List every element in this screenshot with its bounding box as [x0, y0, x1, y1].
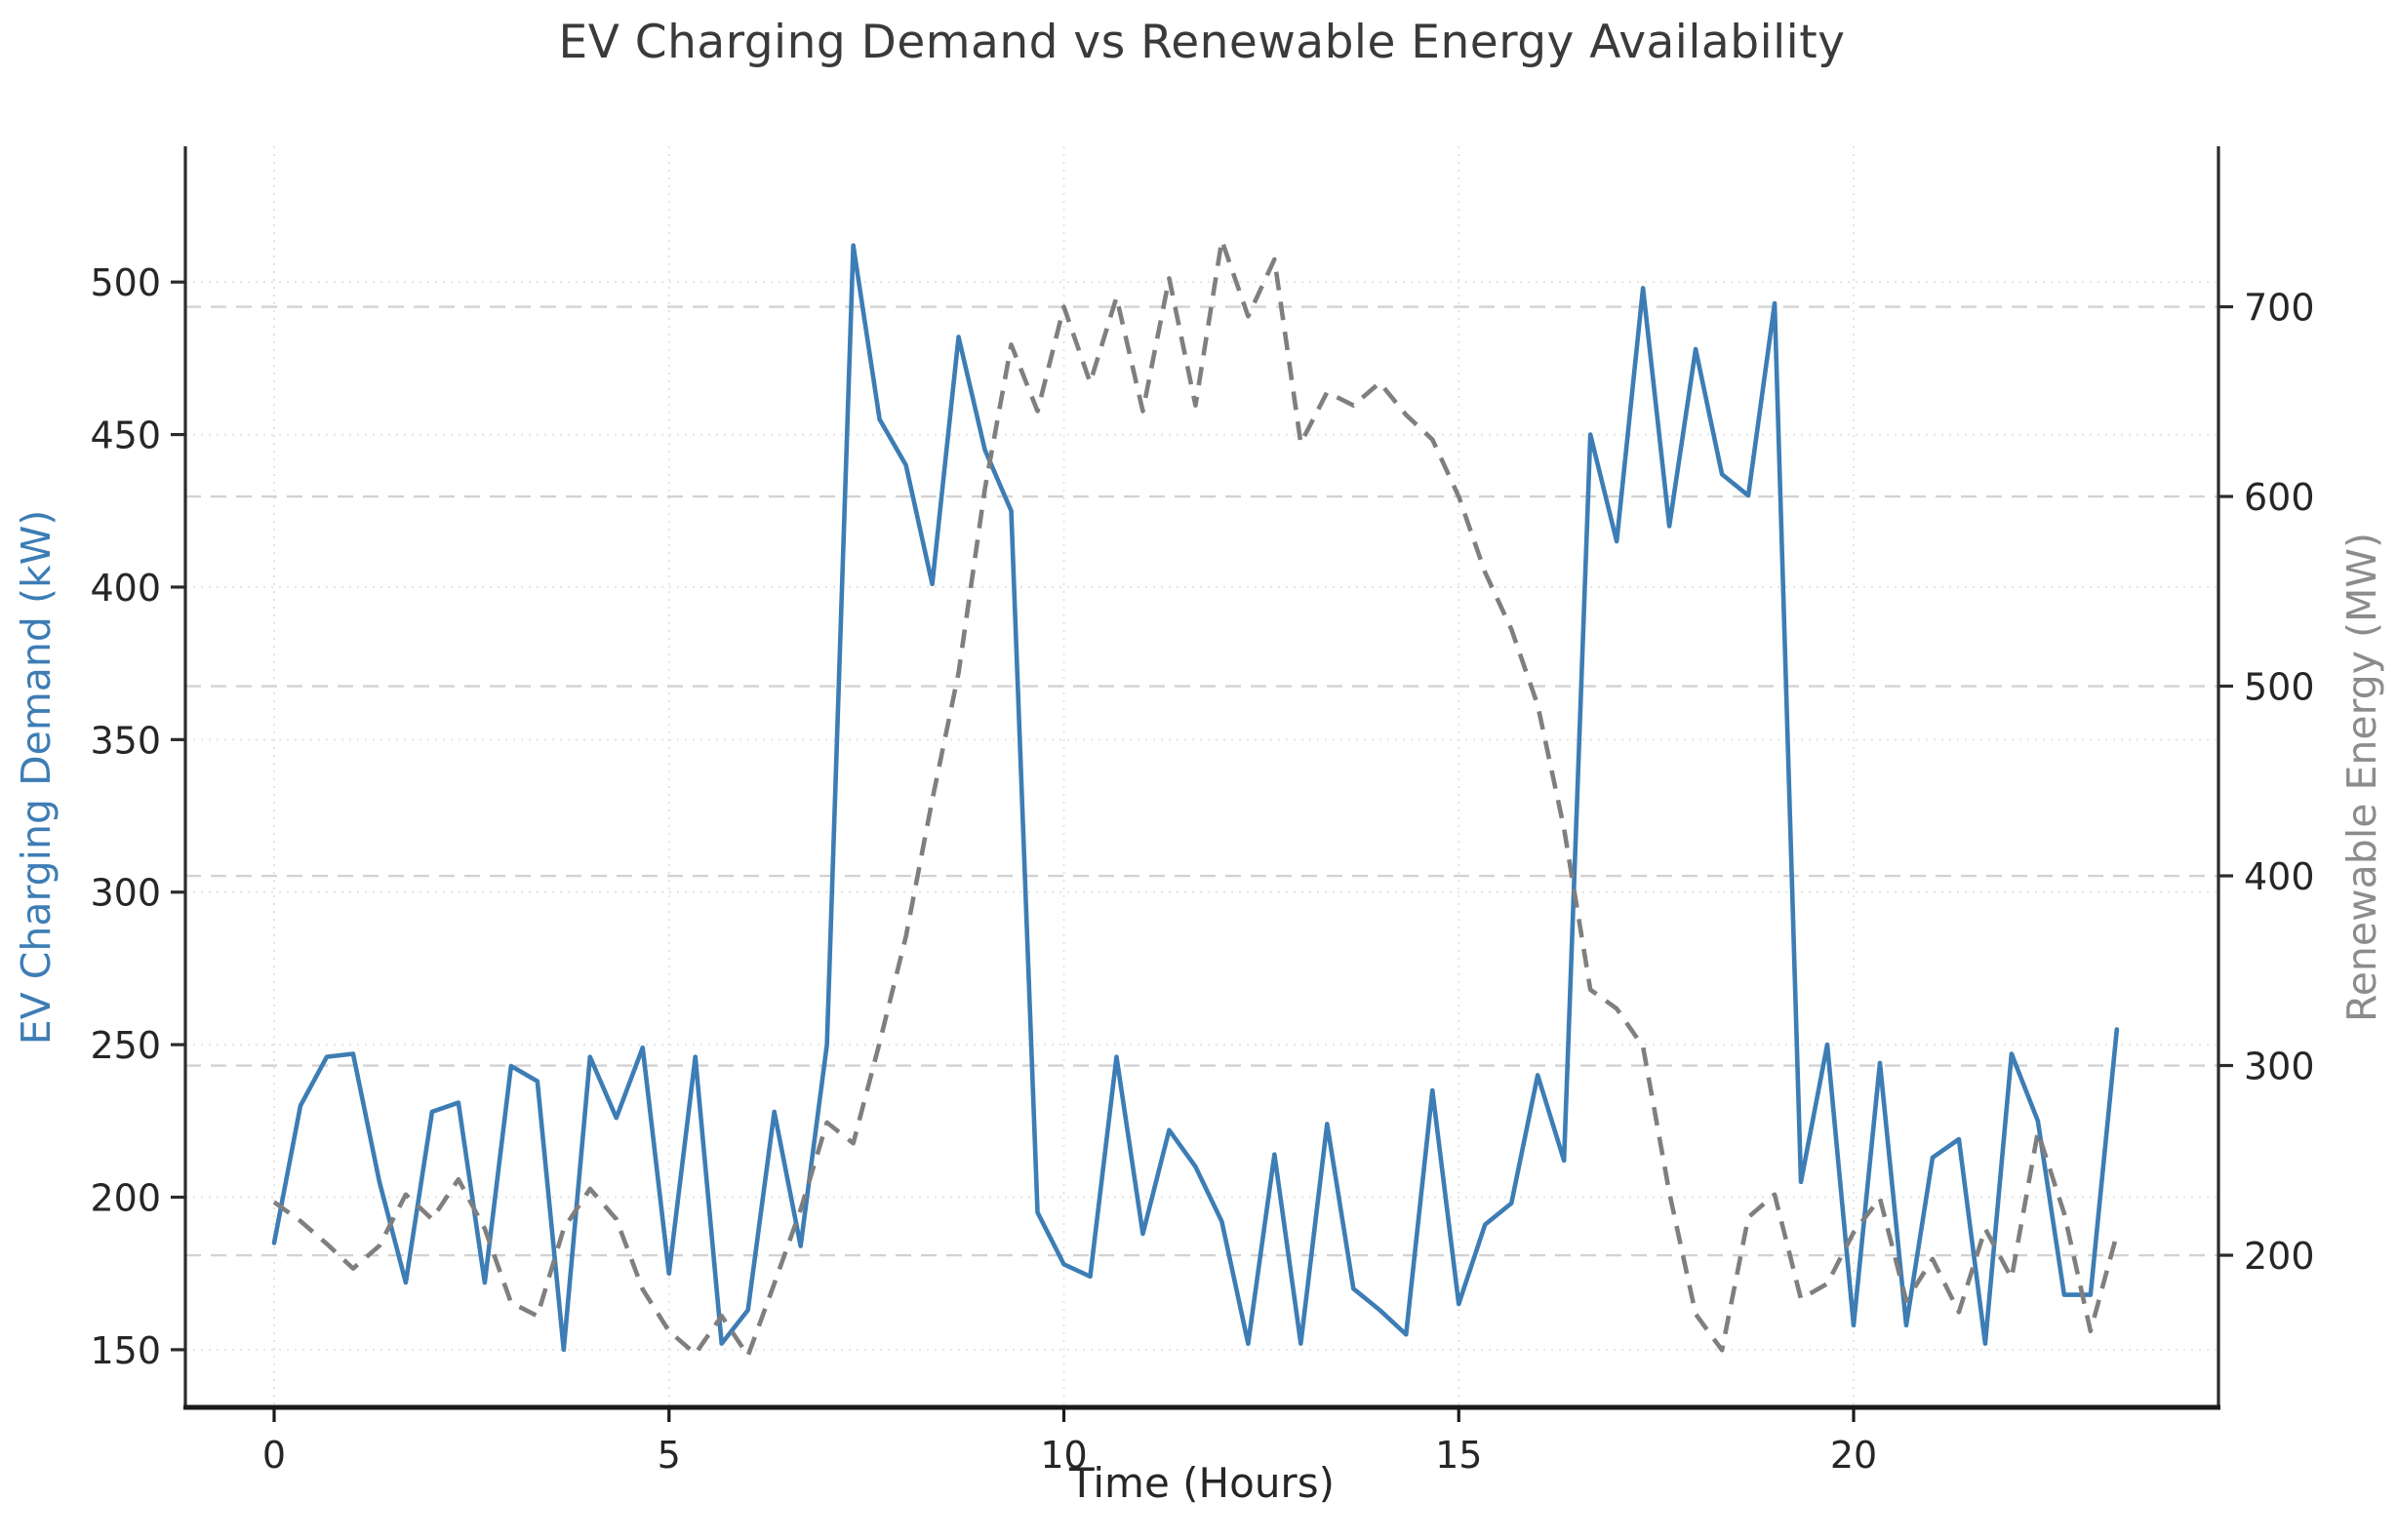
y-tick-label-left: 400 — [90, 567, 161, 610]
x-tick-label: 0 — [262, 1434, 286, 1477]
y-tick-label-left: 150 — [90, 1329, 161, 1372]
y-tick-label-right: 400 — [2244, 855, 2315, 898]
chart-title: EV Charging Demand vs Renewable Energy A… — [558, 16, 1846, 69]
y-tick-label-left: 300 — [90, 872, 161, 915]
y-tick-label-right: 200 — [2244, 1235, 2315, 1278]
series-ev-demand-line — [271, 243, 2120, 1353]
y-tick-label-left: 450 — [90, 415, 161, 457]
x-tick-label: 5 — [658, 1434, 681, 1477]
y-tick-label-left: 250 — [90, 1024, 161, 1067]
y-tick-label-right: 700 — [2244, 287, 2315, 330]
y-tick-label-right: 500 — [2244, 666, 2315, 709]
x-tick-label: 20 — [1830, 1434, 1877, 1477]
y-tick-label-left: 200 — [90, 1177, 161, 1220]
series-renewable-line — [272, 238, 2120, 1359]
y-tick-label-right: 600 — [2244, 476, 2315, 519]
y-tick-label-right: 300 — [2244, 1046, 2315, 1088]
y-tick-label-left: 500 — [90, 261, 161, 304]
y-tick-label-left: 350 — [90, 719, 161, 762]
x-tick-label: 10 — [1040, 1434, 1087, 1477]
x-axis-label: Time (Hours) — [1069, 1459, 1335, 1507]
x-tick-label: 15 — [1435, 1434, 1482, 1477]
